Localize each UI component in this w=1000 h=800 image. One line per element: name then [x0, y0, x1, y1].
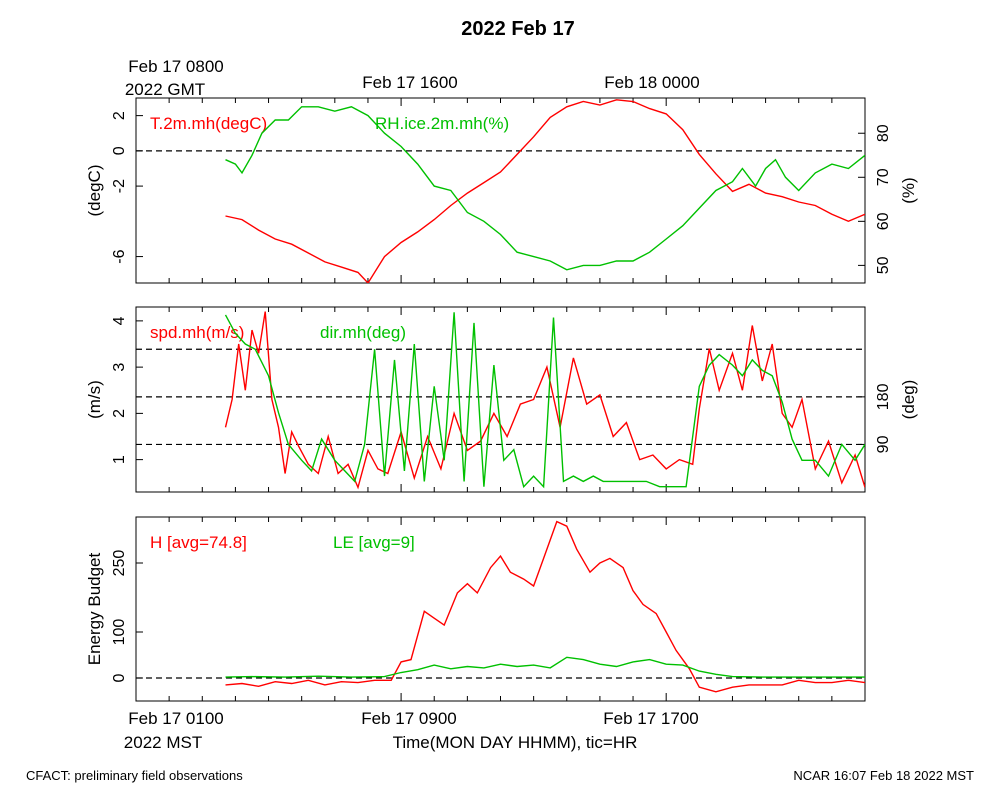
panel-energy-budget: 250 100 0 Energy Budget H [avg=74.8] LE [avg=…: [85, 516, 866, 702]
series-line-wind-0: [224, 311, 865, 490]
chart-title: 2022 Feb 17: [461, 18, 574, 40]
y-axis-label-right: (%): [899, 177, 918, 203]
y-axis-label-left: Energy Budget: [85, 552, 104, 665]
y-tick-label-left: -2: [111, 179, 128, 193]
y-tick-label-left: 250: [111, 550, 128, 577]
y-tick-label-left: 0: [111, 146, 128, 155]
panel-temperature-rh: 2 0 -2 -6 80 70 60 50 (degC) (%) T.2m.mh(degC) RH.i…: [85, 97, 918, 284]
y-axis-label-left: (m/s): [85, 380, 104, 419]
legend-label: LE [avg=9]: [333, 533, 415, 552]
y-tick-label-left: 2: [111, 111, 128, 120]
plot-frame: [135, 306, 866, 493]
y-tick-label-left: 2: [111, 409, 128, 418]
legend-label: T.2m.mh(degC): [150, 114, 267, 133]
y-tick-label-right: 90: [875, 435, 892, 453]
series-line-wind-1: [224, 312, 865, 489]
y-tick-label-left: 1: [111, 455, 128, 464]
footer-left: CFACT: preliminary field observations: [26, 768, 243, 783]
bottom-time-label-1-zone: 2022 MST: [124, 733, 202, 752]
series-line-energy-budget-1: [225, 656, 865, 678]
y-tick-label-right: 70: [875, 168, 892, 186]
y-axis-label-right: (deg): [899, 380, 918, 420]
chart-panels: 2 0 -2 -6 80 70 60 50 (degC) (%) T.2m.mh(degC) RH.i…: [85, 97, 918, 702]
y-tick-label-right: 180: [875, 383, 892, 410]
x-axis-label: Time(MON DAY HHMM), tic=HR: [393, 733, 638, 752]
y-tick-label-right: 60: [875, 212, 892, 230]
y-tick-label-left: 100: [111, 619, 128, 646]
series-line-energy-budget-0: [225, 520, 865, 693]
bottom-time-label-3: Feb 17 1700: [603, 709, 698, 728]
series-line-temperature-rh-0: [225, 99, 865, 283]
y-tick-label-right: 50: [875, 256, 892, 274]
y-tick-label-left: 3: [111, 363, 128, 372]
legend-label: RH.ice.2m.mh(%): [375, 114, 509, 133]
y-tick-label-left: 4: [111, 316, 128, 325]
panel-wind: 4 3 2 1 180 90 (m/s) (deg) spd.mh(m/s) dir.mh(deg…: [85, 306, 918, 493]
series-line-temperature-rh-1: [225, 106, 865, 271]
y-tick-label-right: 80: [875, 124, 892, 142]
y-axis-label-left: (degC): [85, 165, 104, 217]
legend-label: spd.mh(m/s): [150, 323, 244, 342]
legend-label: dir.mh(deg): [320, 323, 406, 342]
bottom-time-label-2: Feb 17 0900: [361, 709, 456, 728]
top-time-label-1: Feb 17 0800: [128, 57, 223, 76]
y-tick-label-left: 0: [111, 673, 128, 682]
top-time-label-2: Feb 17 1600: [362, 73, 457, 92]
top-time-label-1-zone: 2022 GMT: [125, 80, 205, 99]
footer-right: NCAR 16:07 Feb 18 2022 MST: [793, 768, 974, 783]
top-time-label-3: Feb 18 0000: [604, 73, 699, 92]
legend-label: H [avg=74.8]: [150, 533, 247, 552]
bottom-time-label-1: Feb 17 0100: [128, 709, 223, 728]
y-tick-label-left: -6: [111, 249, 128, 263]
